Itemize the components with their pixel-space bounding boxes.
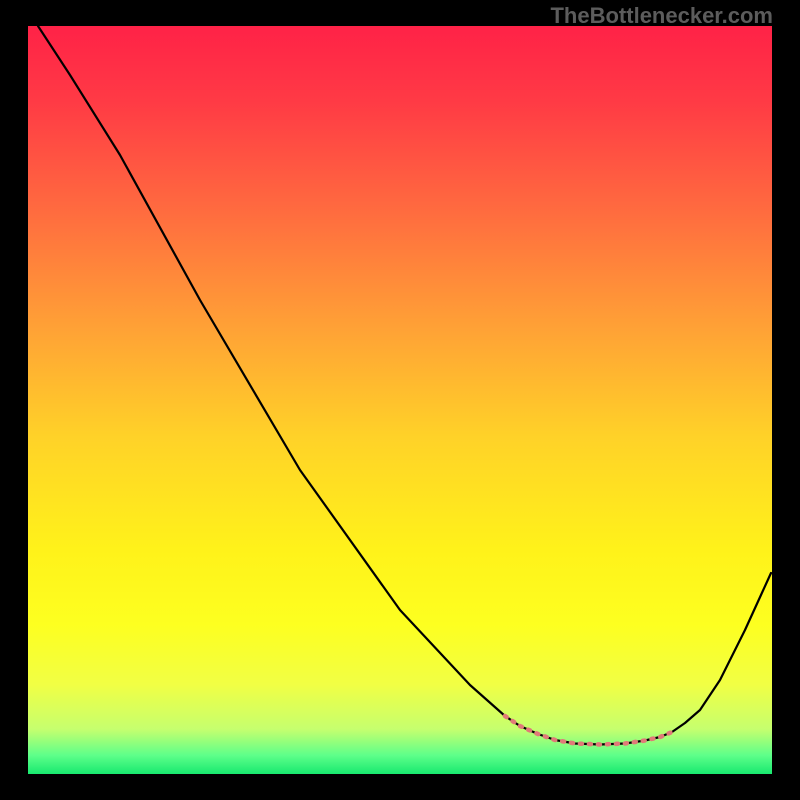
chart-frame: TheBottlenecker.com [0,0,800,800]
watermark-text: TheBottlenecker.com [550,3,773,29]
bottleneck-curve [38,26,771,745]
plot-area [28,26,772,774]
curve-layer [28,26,772,774]
